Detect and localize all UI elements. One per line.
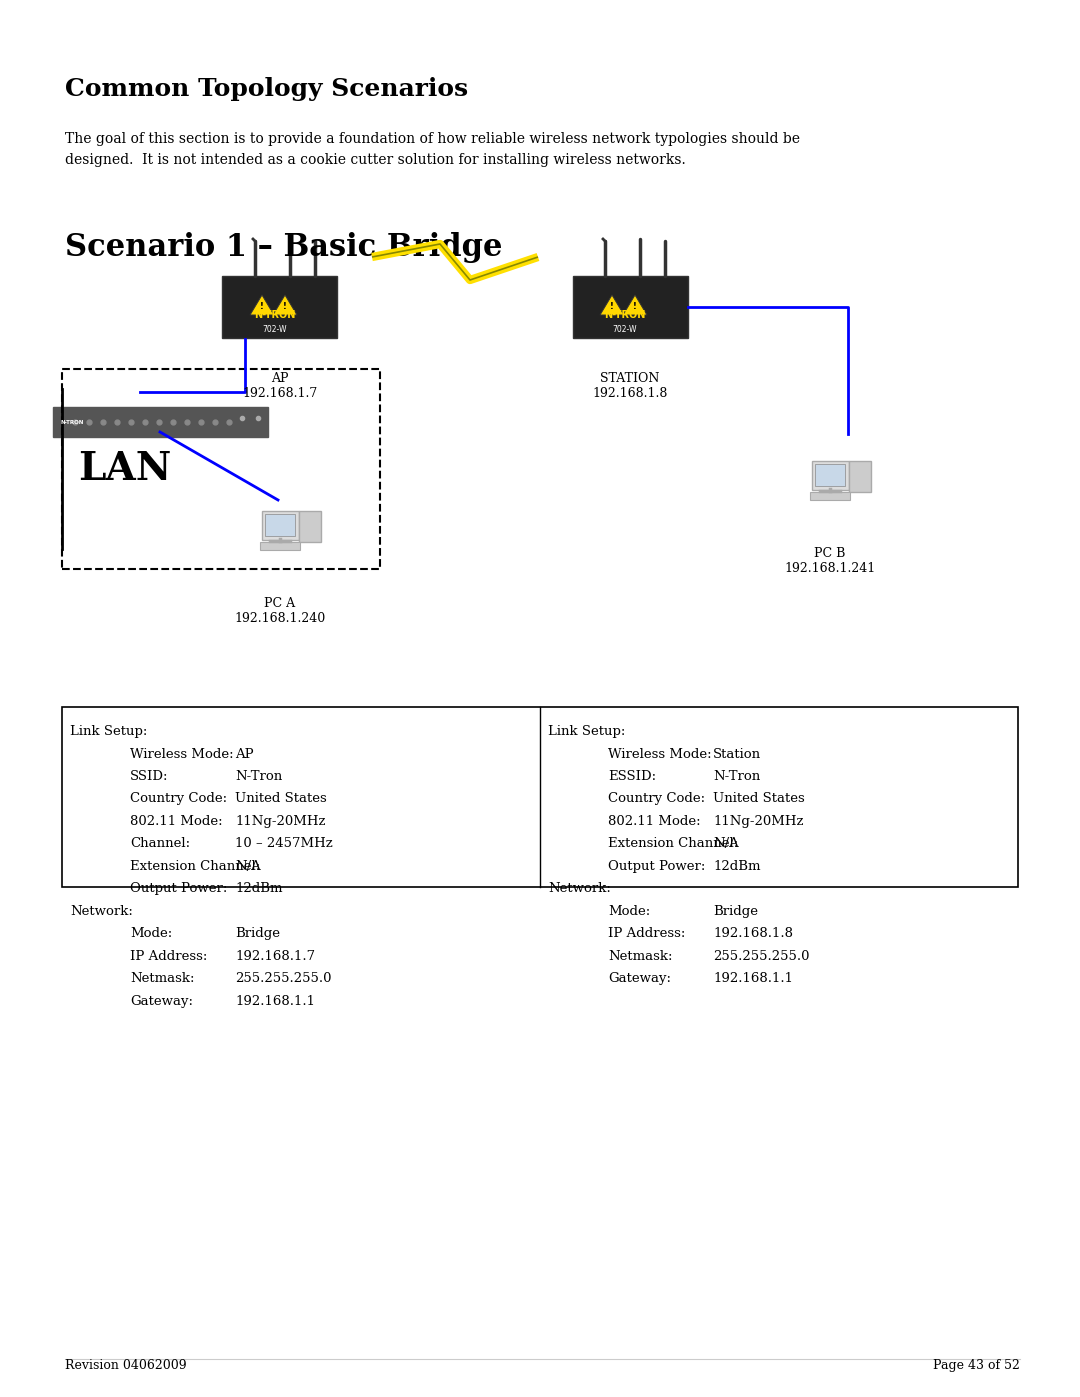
Text: Station: Station	[713, 747, 761, 760]
Text: N-TRON: N-TRON	[254, 310, 296, 320]
Text: United States: United States	[235, 792, 327, 806]
FancyBboxPatch shape	[815, 464, 845, 486]
Text: Page 43 of 52: Page 43 of 52	[933, 1359, 1020, 1372]
Text: 192.168.1.7: 192.168.1.7	[235, 950, 315, 963]
Text: Output Power:: Output Power:	[130, 883, 228, 895]
Text: Mode:: Mode:	[130, 928, 172, 940]
FancyBboxPatch shape	[811, 461, 849, 489]
Text: 11Ng-20MHz: 11Ng-20MHz	[713, 814, 804, 828]
Text: N-TRON: N-TRON	[605, 310, 646, 320]
Text: 12dBm: 12dBm	[713, 861, 760, 873]
Text: ESSID:: ESSID:	[608, 770, 657, 782]
Polygon shape	[249, 295, 274, 314]
Text: N-Tron: N-Tron	[235, 770, 282, 782]
FancyBboxPatch shape	[849, 461, 870, 492]
Text: Wireless Mode:: Wireless Mode:	[608, 747, 712, 760]
Text: 192.168.1.1: 192.168.1.1	[713, 972, 793, 985]
Text: N-Tron: N-Tron	[713, 770, 760, 782]
Text: The goal of this section is to provide a foundation of how reliable wireless net: The goal of this section is to provide a…	[65, 131, 800, 166]
Text: Country Code:: Country Code:	[130, 792, 227, 806]
Text: Bridge: Bridge	[235, 928, 280, 940]
Text: 12dBm: 12dBm	[235, 883, 283, 895]
FancyBboxPatch shape	[299, 511, 321, 542]
Text: Extension Channel:: Extension Channel:	[608, 837, 739, 851]
Text: 11Ng-20MHz: 11Ng-20MHz	[235, 814, 325, 828]
Text: !: !	[260, 302, 264, 310]
Text: Link Setup:: Link Setup:	[70, 725, 147, 738]
Text: 255.255.255.0: 255.255.255.0	[235, 972, 332, 985]
Text: Mode:: Mode:	[608, 905, 650, 918]
Text: Gateway:: Gateway:	[130, 995, 193, 1009]
Text: 192.168.1.8: 192.168.1.8	[713, 928, 793, 940]
Text: IP Address:: IP Address:	[130, 950, 207, 963]
FancyBboxPatch shape	[261, 511, 298, 539]
Text: N/A: N/A	[713, 837, 739, 851]
Text: United States: United States	[713, 792, 805, 806]
Text: Network:: Network:	[70, 905, 133, 918]
Text: Network:: Network:	[548, 883, 611, 895]
Text: 192.168.1.1: 192.168.1.1	[235, 995, 315, 1009]
Text: AP: AP	[235, 747, 254, 760]
FancyBboxPatch shape	[810, 492, 850, 500]
Text: Country Code:: Country Code:	[608, 792, 705, 806]
Polygon shape	[623, 295, 647, 314]
Text: Link Setup:: Link Setup:	[548, 725, 625, 738]
Text: 702-W: 702-W	[612, 324, 637, 334]
FancyBboxPatch shape	[572, 277, 688, 338]
Text: Channel:: Channel:	[130, 837, 190, 851]
Text: !: !	[610, 302, 613, 310]
Text: PC B
192.168.1.241: PC B 192.168.1.241	[784, 548, 876, 576]
Text: Bridge: Bridge	[713, 905, 758, 918]
Text: Netmask:: Netmask:	[608, 950, 673, 963]
FancyBboxPatch shape	[260, 542, 300, 550]
Text: IP Address:: IP Address:	[608, 928, 686, 940]
Text: N-TRON: N-TRON	[60, 419, 84, 425]
Text: PC A
192.168.1.240: PC A 192.168.1.240	[234, 597, 326, 624]
Text: !: !	[633, 302, 637, 310]
Text: Revision 04062009: Revision 04062009	[65, 1359, 187, 1372]
Text: LAN: LAN	[79, 450, 172, 488]
Text: Netmask:: Netmask:	[130, 972, 194, 985]
Text: Common Topology Scenarios: Common Topology Scenarios	[65, 77, 468, 101]
Text: AP
192.168.1.7: AP 192.168.1.7	[242, 372, 318, 400]
Text: N/A: N/A	[235, 861, 260, 873]
Text: !: !	[283, 302, 287, 310]
Text: 802.11 Mode:: 802.11 Mode:	[130, 814, 222, 828]
Text: Gateway:: Gateway:	[608, 972, 671, 985]
Polygon shape	[600, 295, 624, 314]
Text: Output Power:: Output Power:	[608, 861, 705, 873]
Polygon shape	[273, 295, 297, 314]
Text: 702-W: 702-W	[262, 324, 287, 334]
FancyBboxPatch shape	[222, 277, 337, 338]
FancyBboxPatch shape	[53, 407, 268, 437]
Text: STATION
192.168.1.8: STATION 192.168.1.8	[592, 372, 667, 400]
Text: Extension Channel:: Extension Channel:	[130, 861, 260, 873]
Text: 10 – 2457MHz: 10 – 2457MHz	[235, 837, 333, 851]
Text: 802.11 Mode:: 802.11 Mode:	[608, 814, 701, 828]
Text: Scenario 1 – Basic Bridge: Scenario 1 – Basic Bridge	[65, 232, 502, 263]
Text: Wireless Mode:: Wireless Mode:	[130, 747, 233, 760]
FancyBboxPatch shape	[266, 514, 295, 536]
Text: 255.255.255.0: 255.255.255.0	[713, 950, 810, 963]
Bar	[62, 707, 1018, 887]
Text: SSID:: SSID:	[130, 770, 168, 782]
